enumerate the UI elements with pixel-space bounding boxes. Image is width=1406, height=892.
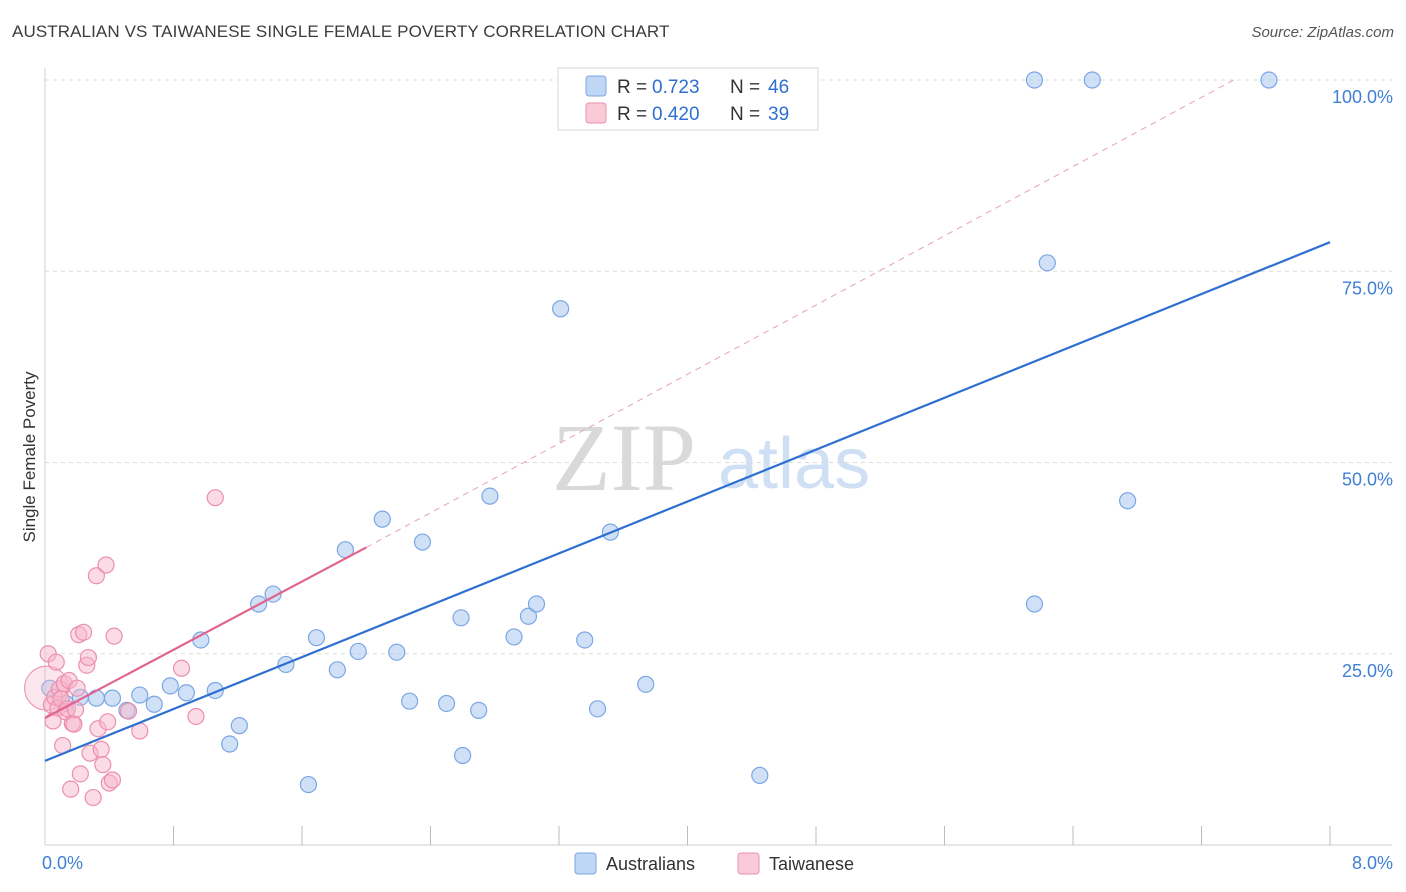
data-point-taiwanese	[94, 756, 112, 774]
y-tick-label: 50.0%	[1342, 470, 1393, 490]
data-point-taiwanese	[47, 653, 65, 671]
legend-n-label-australians: N =	[730, 77, 760, 98]
y-tick-label: 100.0%	[1332, 87, 1393, 107]
data-point-australians	[131, 686, 149, 704]
legend-swatch-taiwanese	[585, 102, 607, 124]
legend-swatch-australians	[585, 75, 607, 97]
y-axis-label: Single Female Poverty	[20, 371, 39, 543]
data-point-australians	[103, 689, 122, 707]
data-point-taiwanese	[71, 765, 89, 783]
x-tick-labels: 0.0% 8.0%	[42, 853, 1393, 873]
data-point-taiwanese	[97, 556, 115, 574]
data-point-taiwanese	[68, 679, 86, 697]
data-point-australians	[349, 642, 367, 661]
data-point-australians	[1025, 71, 1044, 89]
data-point-australians	[552, 300, 570, 318]
chart-source: Source: ZipAtlas.com	[1251, 24, 1394, 41]
data-point-australians	[576, 631, 594, 649]
data-point-australians	[413, 533, 432, 551]
legend-n-label-taiwanese: N =	[730, 104, 760, 125]
data-point-australians	[527, 595, 546, 613]
legend-r-label-australians: R =	[617, 77, 647, 98]
data-point-australians	[505, 628, 523, 646]
bottom-legend-label-taiwanese: Taiwanese	[769, 854, 854, 874]
data-point-taiwanese	[87, 567, 106, 585]
data-point-australians	[454, 746, 472, 765]
bottom-legend-swatch-australians	[574, 852, 597, 875]
bottom-legend-swatch-taiwanese	[737, 852, 760, 875]
x-tick-label: 8.0%	[1352, 853, 1393, 873]
data-point-taiwanese	[74, 623, 93, 641]
data-point-australians	[588, 700, 607, 718]
trend-line-taiwanese	[44, 546, 367, 719]
data-point-australians	[221, 735, 239, 753]
data-point-taiwanese	[187, 707, 205, 726]
legend-r-value-taiwanese: 0.420	[652, 104, 700, 125]
data-point-australians	[145, 695, 163, 713]
data-point-taiwanese	[119, 702, 138, 720]
data-point-australians	[161, 677, 179, 695]
data-point-taiwanese	[172, 659, 191, 677]
x-tick-label: 0.0%	[42, 853, 83, 873]
data-point-taiwanese	[105, 627, 123, 645]
y-tick-labels: 25.0% 50.0% 75.0% 100.0%	[1332, 87, 1393, 681]
data-point-taiwanese	[92, 740, 110, 758]
data-point-taiwanese	[84, 788, 102, 807]
data-point-taiwanese	[103, 771, 122, 789]
data-point-australians	[299, 775, 318, 794]
data-point-australians	[1083, 71, 1101, 89]
chart-title: AUSTRALIAN VS TAIWANESE SINGLE FEMALE PO…	[12, 22, 670, 41]
series-taiwanese	[24, 489, 224, 807]
y-gridlines	[45, 79, 1392, 655]
data-point-taiwanese	[62, 780, 80, 798]
axes	[44, 68, 1392, 846]
data-point-taiwanese	[99, 713, 117, 731]
data-point-taiwanese	[65, 715, 83, 733]
data-point-australians	[751, 766, 769, 784]
legend: R = 0.723 N = 46 R = 0.420 N = 39	[557, 67, 819, 131]
data-point-australians	[177, 684, 195, 702]
data-point-australians	[481, 487, 499, 505]
bottom-legend: Australians Taiwanese	[574, 852, 854, 875]
data-point-australians	[1025, 595, 1044, 613]
watermark-zip: ZIP	[552, 404, 696, 511]
data-point-australians	[307, 629, 326, 647]
legend-r-value-australians: 0.723	[652, 77, 700, 98]
legend-n-value-australians: 46	[768, 77, 789, 98]
data-point-australians	[1260, 71, 1278, 89]
y-tick-label: 75.0%	[1342, 278, 1393, 298]
data-point-taiwanese	[206, 489, 224, 507]
data-point-australians	[519, 607, 538, 625]
trend-line-australians	[44, 241, 1331, 762]
data-point-australians	[637, 675, 655, 693]
data-point-australians	[1038, 254, 1056, 272]
bottom-legend-label-australians: Australians	[606, 854, 695, 874]
data-point-taiwanese	[79, 648, 97, 667]
data-point-australians	[1119, 492, 1137, 510]
data-point-australians	[230, 717, 248, 735]
trend-lines	[44, 79, 1331, 762]
data-point-australians	[388, 643, 406, 661]
data-point-australians	[470, 701, 488, 719]
data-point-australians	[401, 692, 419, 710]
legend-r-label-taiwanese: R =	[617, 104, 647, 125]
legend-n-value-taiwanese: 39	[768, 104, 789, 125]
data-point-australians	[328, 661, 346, 679]
watermark: ZIP atlas	[552, 404, 870, 511]
data-point-australians	[373, 510, 391, 528]
data-point-australians	[437, 694, 456, 713]
data-point-australians	[452, 609, 470, 627]
y-tick-label: 25.0%	[1342, 661, 1393, 681]
